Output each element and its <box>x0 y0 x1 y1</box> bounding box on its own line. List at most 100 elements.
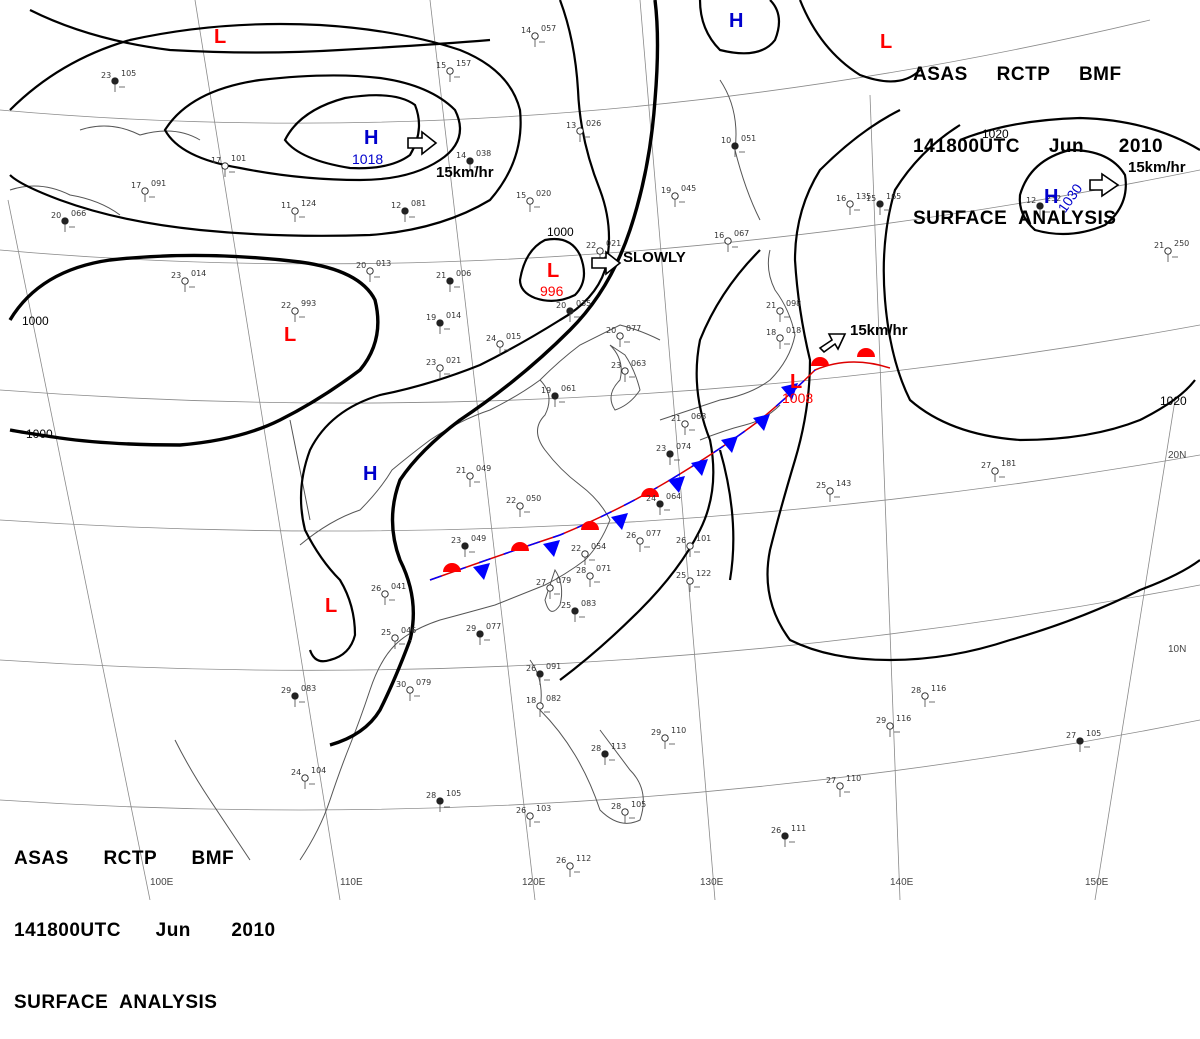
station-pressure: 015 <box>506 332 521 341</box>
station-temp: 28 <box>426 791 436 800</box>
front-symbols <box>443 348 875 580</box>
station-temp: 20 <box>51 211 61 220</box>
header-top-line3: SURFACE ANALYSIS <box>913 208 1117 229</box>
station-pressure: 105 <box>631 800 646 809</box>
station-plot: 25 083 <box>561 599 596 622</box>
station-tick <box>394 641 405 649</box>
station-temp: 15 <box>436 61 446 70</box>
header-top-line1: ASAS RCTP BMF <box>913 64 1122 85</box>
station-circle <box>616 332 624 340</box>
station-circle <box>546 584 554 592</box>
station-temp: 28 <box>611 802 621 811</box>
station-temp: 26 <box>556 856 566 865</box>
station-pressure: 101 <box>231 154 246 163</box>
station-temp: 21 <box>671 414 681 423</box>
warm-front-symbol <box>811 357 829 366</box>
station-tick <box>619 339 630 347</box>
station-pressure: 041 <box>391 582 406 591</box>
station-plot: 26 077 <box>626 529 661 552</box>
station-plot: 17 101 <box>211 154 246 177</box>
station-plot: 27 110 <box>826 774 861 797</box>
station-temp: 25 <box>676 571 686 580</box>
station-circle <box>921 692 929 700</box>
warm-front-symbol <box>443 563 461 572</box>
station-circle <box>496 340 504 348</box>
warm-front-symbol <box>511 542 529 551</box>
station-pressure: 064 <box>666 492 681 501</box>
station-tick <box>479 637 490 645</box>
low-center: L 1008 <box>782 371 813 406</box>
svg-text:L: L <box>214 26 226 48</box>
station-plot: 24 015 <box>486 332 521 355</box>
station-pressure: 014 <box>191 269 206 278</box>
station-temp: 14 <box>456 151 466 160</box>
station-plot: 20 013 <box>356 259 391 282</box>
station-plot: 21 049 <box>456 464 491 487</box>
station-plot: 12 081 <box>391 199 426 222</box>
station-temp: 26 <box>676 536 686 545</box>
warm-front-symbol <box>581 521 599 530</box>
station-pressure: 049 <box>471 534 486 543</box>
station-circle <box>776 334 784 342</box>
station-plot: 20 066 <box>51 209 86 232</box>
station-tick <box>664 741 675 749</box>
station-tick <box>779 314 790 322</box>
station-tick <box>659 507 670 515</box>
station-circle <box>566 307 574 315</box>
station-plot: 15 157 <box>436 59 471 82</box>
lon-label: 130E <box>700 877 724 888</box>
station-temp: 13 <box>566 121 576 130</box>
station-pressure: 083 <box>581 599 596 608</box>
warm-front-symbol <box>857 348 875 357</box>
station-circle <box>991 467 999 475</box>
station-tick <box>369 274 380 282</box>
cold-front-symbol <box>753 414 770 431</box>
station-pressure: 081 <box>411 199 426 208</box>
station-circle <box>476 630 484 638</box>
high-center: H 1018 <box>352 127 383 167</box>
station-pressure: 066 <box>71 209 86 218</box>
station-circle <box>621 808 629 816</box>
station-pressure: 993 <box>301 299 316 308</box>
lon-label: 140E <box>890 877 914 888</box>
station-temp: 28 <box>576 566 586 575</box>
station-circle <box>666 450 674 458</box>
station-tick <box>539 709 550 717</box>
motion-label: 15km/hr <box>436 164 494 181</box>
station-pressure: 111 <box>791 824 806 833</box>
station-plot: 26 111 <box>771 824 806 847</box>
station-temp: 26 <box>771 826 781 835</box>
station-temp: 28 <box>911 686 921 695</box>
station-plot: 25 143 <box>816 479 851 502</box>
station-pressure: 165 <box>886 192 901 201</box>
station-temp: 26 <box>371 584 381 593</box>
lat-label: 10N <box>1168 644 1186 655</box>
station-tick <box>554 399 565 407</box>
lon-label: 150E <box>1085 877 1109 888</box>
meridian-lines <box>7 0 1176 900</box>
station-plot: 27 105 <box>1066 729 1101 752</box>
station-tick <box>184 284 195 292</box>
station-temp: 23 <box>656 444 666 453</box>
station-circle <box>876 200 884 208</box>
high-center: H <box>363 463 377 485</box>
weather-map: 23 105 17 101 17 091 20 066 14 057 15 157 14 038 13 026… <box>0 0 1200 900</box>
station-pressure: 083 <box>301 684 316 693</box>
station-circle <box>656 500 664 508</box>
station-temp: 27 <box>536 578 546 587</box>
station-circle <box>566 862 574 870</box>
station-tick <box>589 579 600 587</box>
station-temp: 27 <box>1066 731 1076 740</box>
station-plot: 28 105 <box>611 800 646 823</box>
station-plots: 23 105 17 101 17 091 20 066 14 057 15 157 14 038 13 026… <box>51 24 1189 877</box>
station-pressure: 063 <box>631 359 646 368</box>
station-plot: 18 018 <box>766 326 801 349</box>
station-plot: 25 046 <box>381 626 416 649</box>
station-plot: 29 116 <box>876 714 911 737</box>
parallel-lines <box>0 19 1200 811</box>
station-circle <box>446 277 454 285</box>
station-tick <box>539 677 550 685</box>
station-pressure: 181 <box>1001 459 1016 468</box>
station-pressure: 067 <box>734 229 749 238</box>
station-pressure: 113 <box>611 742 626 751</box>
